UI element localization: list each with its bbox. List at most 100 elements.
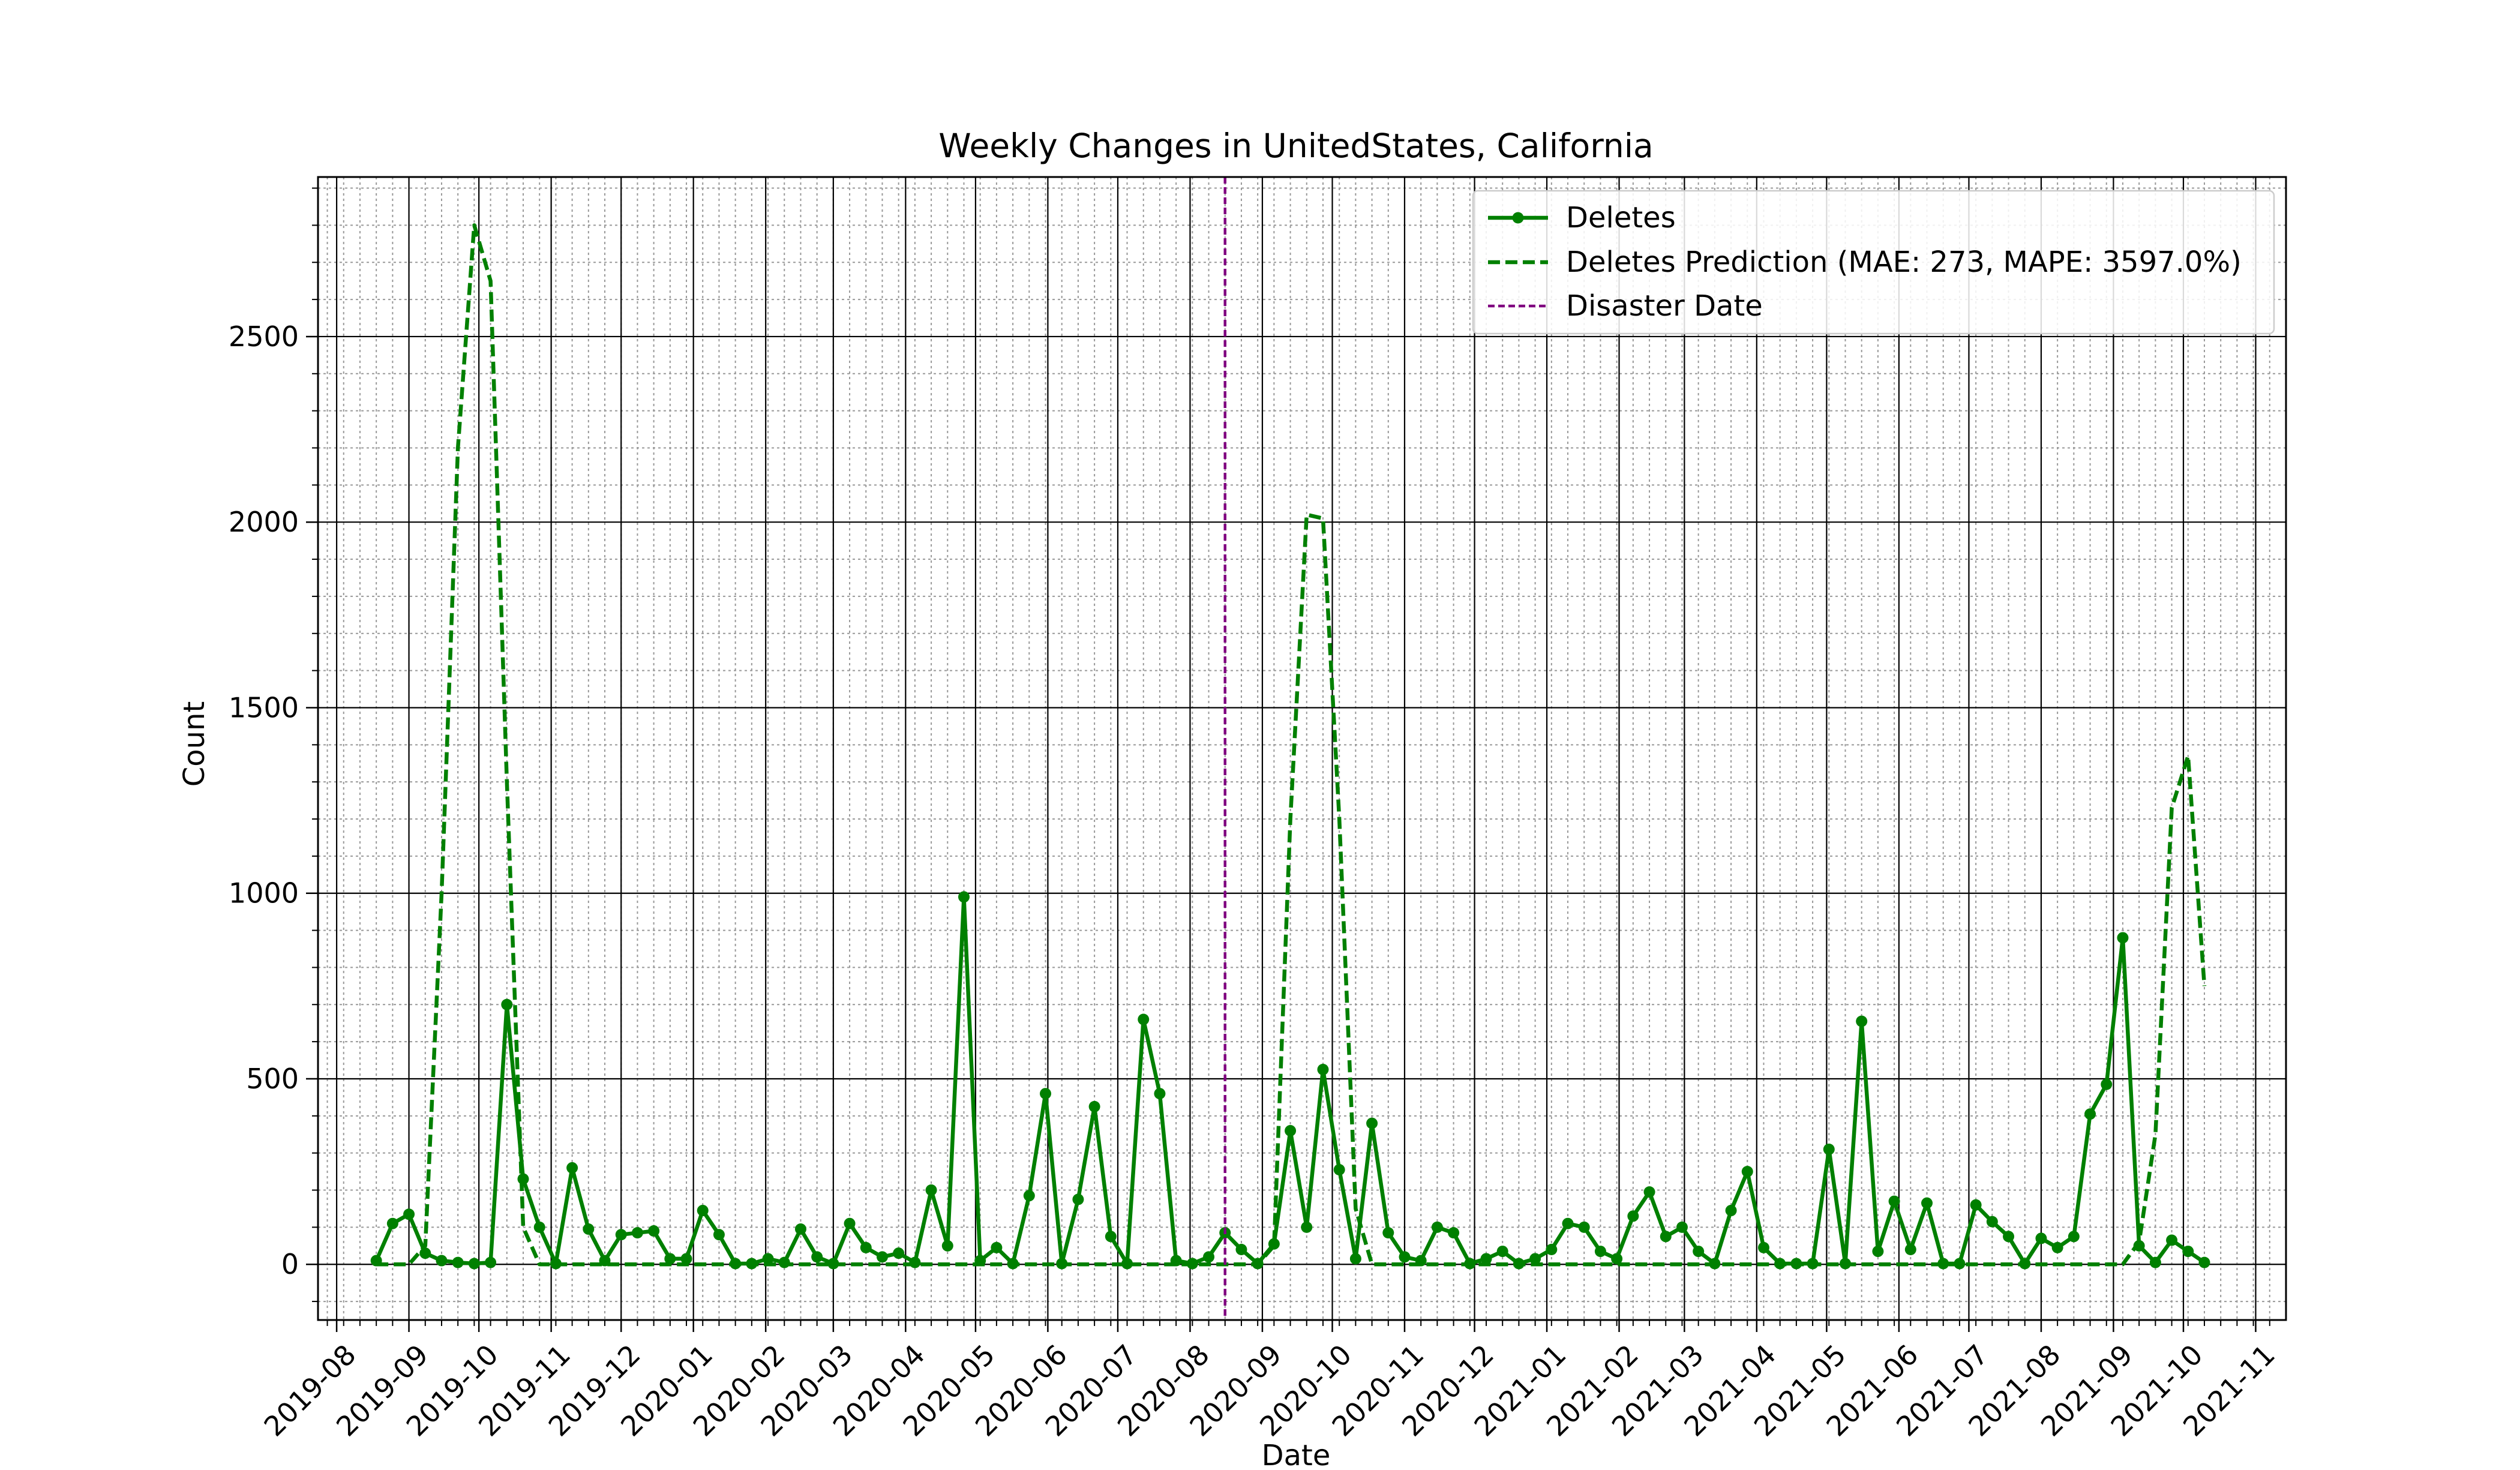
deletes-point — [1023, 1190, 1035, 1202]
y-tick-label: 0 — [281, 1248, 299, 1280]
deletes-point — [2198, 1256, 2210, 1268]
deletes-point — [778, 1256, 790, 1268]
deletes-point — [436, 1255, 448, 1267]
deletes-point — [1839, 1258, 1851, 1270]
legend-label: Deletes — [1566, 201, 1676, 235]
deletes-point — [2003, 1231, 2015, 1243]
deletes-point — [1741, 1166, 1753, 1178]
deletes-point — [1757, 1241, 1769, 1253]
deletes-point — [697, 1205, 709, 1217]
deletes-point — [1856, 1015, 1868, 1027]
deletes-point — [827, 1258, 839, 1270]
chart-title: Weekly Changes in UnitedStates, Californ… — [938, 127, 1653, 165]
deletes-point — [1088, 1100, 1100, 1112]
deletes-point — [1693, 1246, 1705, 1258]
deletes-point — [1121, 1258, 1133, 1270]
plot-frame — [317, 176, 2287, 1321]
deletes-point — [991, 1241, 1003, 1253]
deletes-point — [1349, 1253, 1361, 1265]
deletes-point — [2166, 1234, 2178, 1246]
deletes-point — [1774, 1258, 1786, 1270]
deletes-point — [2035, 1232, 2047, 1244]
deletes-point — [1170, 1255, 1182, 1267]
y-tick-label: 2000 — [229, 506, 299, 538]
deletes-point — [566, 1162, 578, 1174]
deletes-point — [1431, 1221, 1443, 1233]
legend-label: Deletes Prediction (MAE: 273, MAPE: 3597… — [1566, 245, 2242, 279]
deletes-point — [2149, 1256, 2161, 1268]
deletes-point — [909, 1256, 921, 1268]
deletes-point — [1594, 1246, 1606, 1258]
grid-layer — [318, 177, 2286, 1320]
deletes-point — [1790, 1258, 1802, 1270]
deletes-point — [1382, 1227, 1394, 1239]
deletes-point — [517, 1173, 529, 1185]
deletes-point — [2101, 1078, 2113, 1090]
deletes-point — [485, 1256, 497, 1268]
deletes-point — [1807, 1258, 1819, 1270]
deletes-point — [615, 1229, 627, 1241]
deletes-point — [1496, 1246, 1508, 1258]
deletes-point — [958, 891, 970, 903]
deletes-point — [1138, 1013, 1150, 1025]
deletes-point — [419, 1247, 431, 1259]
deletes-point — [1529, 1253, 1541, 1265]
deletes-point — [1872, 1246, 1884, 1258]
deletes-point — [1040, 1088, 1052, 1100]
deletes-point — [1627, 1210, 1639, 1222]
deletes-point — [1954, 1258, 1966, 1270]
legend-marker — [1512, 212, 1524, 224]
deletes-point — [1399, 1251, 1411, 1263]
deletes-point — [583, 1223, 595, 1235]
deletes-point — [1235, 1243, 1247, 1255]
legend: Deletes Deletes Prediction (MAE: 273, MAP… — [1472, 190, 2275, 335]
deletes-point — [1056, 1258, 1068, 1270]
deletes-point — [1823, 1143, 1835, 1155]
deletes-point — [2019, 1258, 2031, 1270]
deletes-point — [370, 1255, 382, 1267]
deletes-point — [730, 1258, 742, 1270]
deletes-point — [1937, 1258, 1949, 1270]
deletes-point — [1366, 1117, 1378, 1129]
deletes-point — [974, 1255, 986, 1267]
deletes-point — [1513, 1258, 1525, 1270]
deletes-point — [860, 1241, 872, 1253]
legend-label: Disaster Date — [1566, 289, 1763, 323]
deletes-point — [746, 1258, 758, 1270]
deletes-point — [1007, 1258, 1019, 1270]
deletes-point — [1252, 1258, 1264, 1270]
prediction-line — [376, 223, 2207, 1267]
deletes-point — [844, 1217, 856, 1229]
series-layer — [370, 177, 2210, 1320]
deletes-point — [1709, 1258, 1721, 1270]
deletes-point — [2117, 932, 2129, 944]
deletes-point — [1676, 1221, 1688, 1233]
deletes-point — [1921, 1197, 1933, 1209]
deletes-point — [876, 1251, 888, 1263]
deletes-point — [1072, 1193, 1084, 1205]
deletes-point — [811, 1251, 823, 1263]
y-tick-label: 500 — [246, 1063, 299, 1095]
deletes-point — [1317, 1064, 1329, 1076]
deletes-point — [2182, 1246, 2194, 1258]
deletes-point — [1562, 1217, 1574, 1229]
deletes-point — [1904, 1243, 1916, 1255]
deletes-point — [468, 1258, 480, 1270]
deletes-point — [2068, 1231, 2080, 1243]
y-tick-label: 2500 — [229, 320, 299, 353]
deletes-point — [1448, 1227, 1460, 1239]
deletes-point — [1464, 1258, 1476, 1270]
deletes-point — [403, 1208, 415, 1220]
deletes-point — [893, 1247, 905, 1259]
deletes-point — [1480, 1253, 1492, 1265]
deletes-point — [762, 1253, 774, 1265]
deletes-point — [794, 1223, 806, 1235]
deletes-point — [1546, 1243, 1558, 1255]
deletes-point — [550, 1258, 562, 1270]
deletes-point — [501, 998, 513, 1010]
deletes-point — [664, 1253, 676, 1265]
deletes-point — [1888, 1195, 1900, 1207]
deletes-point — [941, 1240, 953, 1252]
